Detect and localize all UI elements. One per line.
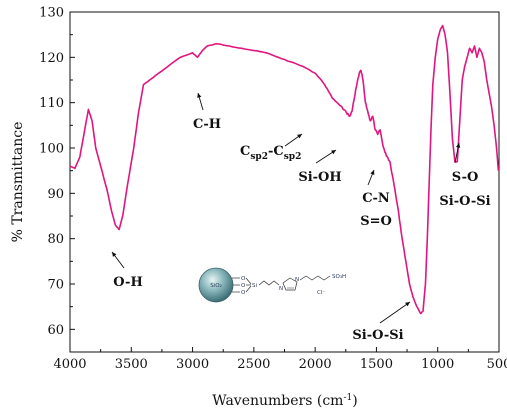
chloride-label: Cl⁻	[317, 290, 325, 296]
annotation-arrowhead	[297, 134, 302, 139]
propyl-chain	[258, 280, 280, 286]
x-tick-label: 1000	[421, 357, 454, 372]
y-tick-label: 60	[47, 323, 64, 338]
silicon-label: Si	[252, 283, 257, 289]
bond-si-3	[245, 285, 252, 293]
x-axis-title-exponent: -1	[343, 393, 352, 403]
x-tick-label: 2000	[299, 357, 332, 372]
spectrum-line	[69, 24, 500, 315]
annotation-so: S-O	[452, 170, 479, 185]
y-axis-title: % Transmittance	[10, 122, 26, 243]
annotation-oh: O-H	[113, 275, 142, 290]
annotation-csp2-c1: C	[240, 144, 250, 159]
x-axis-title-close: )	[352, 393, 357, 409]
bond-si-1	[245, 277, 252, 285]
annotation-csp2: Csp2-Csp2	[240, 144, 301, 162]
y-tick-label: 130	[39, 6, 64, 21]
y-tick-label: 90	[47, 187, 64, 202]
annotation-arrowhead	[197, 93, 202, 98]
x-tick-label: 1500	[360, 357, 393, 372]
annotation-siosi-upper: Si-O-Si	[439, 194, 490, 209]
y-tick-label: 120	[39, 51, 64, 66]
x-axis-title: Wavenumbers (cm-1)	[212, 393, 357, 409]
annotation-arrow	[379, 301, 411, 324]
ticks-layer: 4000 3500 3000 2500 2000 1500 1000 500 60 70 80 90 1…	[39, 6, 507, 373]
y-tick-label: 80	[47, 232, 64, 247]
silica-label: SiO₂	[210, 283, 222, 289]
annotation-sioh: Si-OH	[298, 170, 341, 185]
molecule-structure: SiO₂ O O O Si N N SO₃H Cl⁻	[198, 267, 346, 303]
annotation-ch: C-H	[193, 117, 221, 132]
annotation-csp2-sub2: sp2	[284, 152, 302, 162]
annotation-arrowhead	[331, 150, 336, 155]
x-tick-label: 3000	[176, 357, 209, 372]
y-tick-label: 100	[39, 142, 64, 157]
annotation-arrowhead	[405, 302, 410, 307]
annotation-so-double: S=O	[360, 214, 392, 229]
y-tick-label: 70	[47, 278, 64, 293]
butyl-chain	[299, 275, 331, 281]
imidazolium-ring	[282, 277, 298, 291]
y-tick-label: 110	[39, 96, 64, 111]
oxygen-label-1: O	[241, 276, 246, 282]
annotation-siosi-lower: Si-O-Si	[352, 328, 403, 343]
x-tick-label: 4000	[53, 357, 86, 372]
x-tick-label: 2500	[237, 357, 270, 372]
nitrogen-label-2: N	[295, 277, 299, 283]
annotation-csp2-sub1: sp2	[250, 152, 268, 162]
x-axis-title-main: Wavenumbers (cm	[212, 393, 343, 409]
annotation-arrowhead	[370, 170, 375, 175]
sulfonic-label: SO₃H	[332, 274, 346, 280]
annotation-cn: C-N	[362, 191, 390, 206]
x-tick-label: 500	[487, 357, 507, 372]
x-tick-label: 3500	[115, 357, 148, 372]
oxygen-label-3: O	[241, 290, 246, 296]
annotation-csp2-dash: -C	[268, 144, 284, 159]
annotation-arrowhead	[455, 143, 461, 148]
nitrogen-label-1: N	[279, 286, 283, 292]
annotation-arrows	[111, 92, 461, 324]
annotation-arrowhead	[112, 252, 117, 257]
oxygen-label-2: O	[241, 283, 246, 289]
